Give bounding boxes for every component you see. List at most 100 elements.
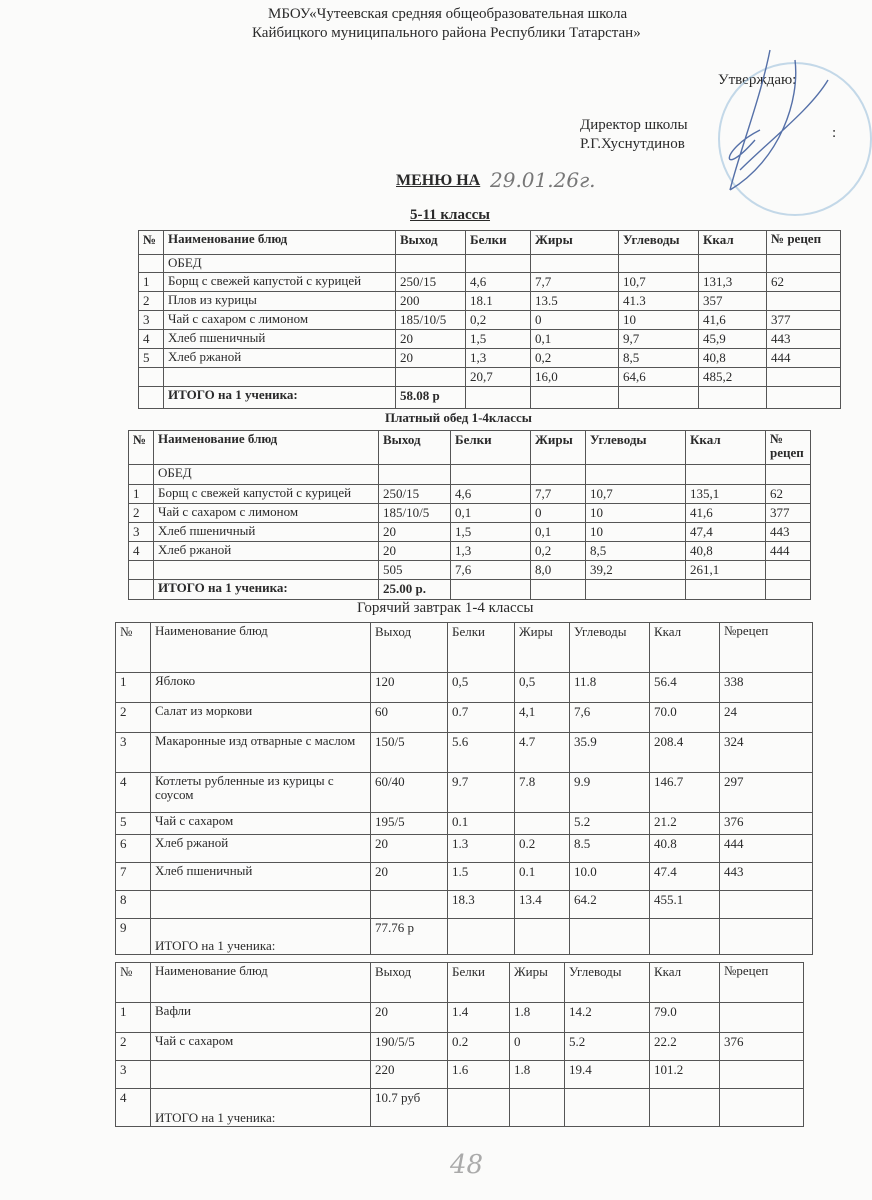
cell-name: ИТОГО на 1 ученика:	[163, 386, 396, 409]
table-row: 1 Вафли 20 1.4 1.8 14.2 79.0	[115, 1002, 804, 1033]
cell-protein	[465, 254, 531, 273]
cell-kcal	[685, 579, 766, 600]
cell-carbs: 64.2	[569, 890, 650, 919]
cell-fat	[514, 918, 570, 955]
cell-kcal	[649, 918, 720, 955]
cell-kcal: 40,8	[698, 348, 767, 368]
cell-yield: 58.08 р	[395, 386, 466, 409]
cell-carbs: 10.0	[569, 862, 650, 891]
cell-yield: 20	[370, 834, 448, 863]
cell-recipe: 297	[719, 772, 813, 813]
cell-recipe: 377	[765, 503, 811, 523]
cell-recipe: 444	[766, 348, 841, 368]
org-line-2: Кайбицкого муниципального района Республ…	[252, 25, 641, 41]
cell-name: ИТОГО на 1 ученика:	[150, 1088, 371, 1127]
menu-date: 29.01.26г.	[490, 168, 596, 192]
header-fat: Жиры	[514, 622, 570, 673]
cell-protein: 0,2	[465, 310, 531, 330]
cell-num: 1	[115, 672, 151, 703]
cell-fat: 0	[530, 503, 586, 523]
cell-name: Хлеб ржаной	[153, 541, 379, 561]
cell-num	[128, 579, 154, 600]
header-name: Наименование блюд	[150, 962, 371, 1003]
cell-carbs: 5.2	[569, 812, 650, 835]
cell-protein	[465, 386, 531, 409]
cell-kcal: 45,9	[698, 329, 767, 349]
cell-num: 3	[115, 1060, 151, 1089]
header-kcal: Ккал	[685, 430, 766, 465]
cell-num: 4	[115, 772, 151, 813]
cell-fat	[514, 812, 570, 835]
cell-fat: 0,5	[514, 672, 570, 703]
header-yield: Выход	[370, 962, 448, 1003]
header-num: №	[115, 622, 151, 673]
header-recipe: № рецеп	[766, 230, 841, 255]
cell-protein: 9.7	[447, 772, 515, 813]
header-yield: Выход	[370, 622, 448, 673]
cell-recipe: 62	[766, 272, 841, 292]
cell-fat: 16,0	[530, 367, 619, 387]
table-header-row: № Наименование блюд Выход Белки Жиры Углеводы…	[128, 430, 811, 465]
cell-fat: 13.5	[530, 291, 619, 311]
cell-num	[138, 367, 164, 387]
cell-yield	[378, 464, 451, 485]
cell-kcal: 261,1	[685, 560, 766, 580]
table-row: ИТОГО на 1 ученика: 58.08 р	[138, 386, 841, 409]
cell-carbs	[569, 918, 650, 955]
cell-carbs: 9,7	[618, 329, 699, 349]
cell-yield: 185/10/5	[395, 310, 466, 330]
cell-name	[150, 1060, 371, 1089]
cell-fat: 0,2	[530, 348, 619, 368]
cell-carbs: 19.4	[564, 1060, 650, 1089]
cell-yield: 505	[378, 560, 451, 580]
cell-kcal: 70.0	[649, 702, 720, 733]
cell-kcal: 146.7	[649, 772, 720, 813]
cell-protein: 18.3	[447, 890, 515, 919]
cell-name	[153, 560, 379, 580]
cell-recipe	[765, 464, 811, 485]
cell-carbs: 8,5	[585, 541, 686, 561]
table-header-row: № Наименование блюд Выход Белки Жиры Углеводы…	[115, 622, 813, 673]
cell-yield: 150/5	[370, 732, 448, 773]
cell-protein: 7,6	[450, 560, 531, 580]
cell-carbs: 39,2	[585, 560, 686, 580]
table-row: 7 Хлеб пшеничный 20 1.5 0.1 10.0 47.4 443	[115, 862, 813, 891]
cell-yield: 20	[370, 862, 448, 891]
header-num: №	[138, 230, 164, 255]
cell-carbs: 10	[585, 522, 686, 542]
cell-carbs	[585, 464, 686, 485]
menu-table-lunch-5-11: № Наименование блюд Выход Белки Жиры Углеводы…	[138, 230, 841, 409]
cell-protein: 0.7	[447, 702, 515, 733]
header-num: №	[115, 962, 151, 1003]
cell-kcal	[649, 1088, 720, 1127]
table-row: 8 18.3 13.4 64.2 455.1	[115, 890, 813, 919]
cell-num: 6	[115, 834, 151, 863]
table-row: 3 220 1.6 1.8 19.4 101.2	[115, 1060, 804, 1089]
header-name: Наименование блюд	[153, 430, 379, 465]
cell-num: 2	[128, 503, 154, 523]
cell-kcal: 208.4	[649, 732, 720, 773]
director-name: Р.Г.Хуснутдинов	[580, 136, 685, 152]
cell-recipe: 377	[766, 310, 841, 330]
cell-yield: 185/10/5	[378, 503, 451, 523]
cell-yield: 77.76 р	[370, 918, 448, 955]
cell-num: 2	[115, 702, 151, 733]
cell-protein: 18.1	[465, 291, 531, 311]
menu-table-paid-lunch: № Наименование блюд Выход Белки Жиры Углеводы…	[128, 430, 811, 600]
cell-fat: 4.7	[514, 732, 570, 773]
cell-fat: 4,1	[514, 702, 570, 733]
cell-carbs: 8.5	[569, 834, 650, 863]
cell-kcal: 101.2	[649, 1060, 720, 1089]
cell-yield: 60	[370, 702, 448, 733]
cell-recipe	[766, 254, 841, 273]
cell-kcal: 47,4	[685, 522, 766, 542]
table-row: 5 Хлеб ржаной 20 1,3 0,2 8,5 40,8 444	[138, 348, 841, 368]
cell-protein: 0,1	[450, 503, 531, 523]
cell-name: Котлеты рубленные из курицы с соусом	[150, 772, 371, 813]
table-row: 6 Хлеб ржаной 20 1.3 0.2 8.5 40.8 444	[115, 834, 813, 863]
cell-num: 1	[138, 272, 164, 292]
cell-name: Макаронные изд отварные с маслом	[150, 732, 371, 773]
header-yield: Выход	[395, 230, 466, 255]
director-label: Директор школы	[580, 117, 688, 133]
cell-kcal: 41,6	[685, 503, 766, 523]
